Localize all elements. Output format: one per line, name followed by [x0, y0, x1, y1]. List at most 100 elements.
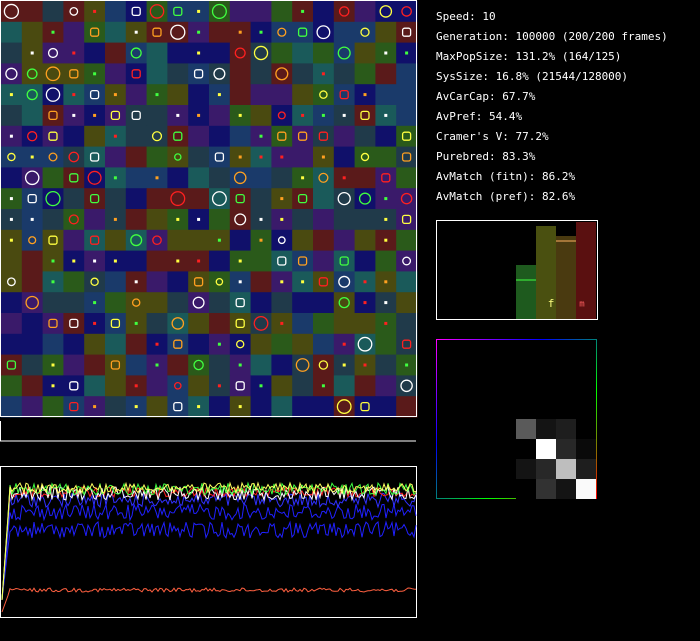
trace [1, 481, 417, 601]
cell [292, 21, 314, 44]
cell [313, 1, 335, 23]
dot [51, 384, 55, 388]
square [381, 173, 391, 183]
cell [313, 333, 335, 356]
cell [229, 375, 252, 397]
dot [93, 405, 97, 409]
cell [271, 167, 293, 189]
cell [271, 21, 293, 44]
dot [363, 93, 367, 97]
dot [93, 113, 97, 117]
square [48, 235, 58, 245]
cell [396, 209, 418, 231]
matrix-cell [576, 419, 596, 439]
cell [167, 1, 189, 23]
ring [152, 235, 162, 246]
cell [229, 1, 252, 23]
square [401, 214, 412, 225]
ring [193, 359, 204, 371]
ring [211, 3, 227, 19]
square [89, 27, 100, 37]
dot [134, 30, 138, 34]
cell [396, 271, 418, 293]
dot [363, 280, 367, 284]
dot [93, 9, 97, 13]
cell [125, 188, 148, 210]
cell [292, 250, 314, 272]
cell [229, 292, 252, 314]
cell [209, 146, 231, 168]
ring [28, 236, 37, 245]
cell [396, 125, 418, 148]
dot [280, 197, 284, 201]
cell [271, 292, 293, 314]
dot [72, 93, 76, 97]
square [401, 27, 412, 37]
square [69, 381, 79, 391]
cell [271, 105, 293, 127]
cell [313, 21, 335, 44]
cell [396, 229, 418, 252]
cell [21, 229, 44, 252]
square [297, 131, 308, 141]
cell [63, 146, 85, 168]
cell [1, 42, 23, 64]
cell [21, 125, 44, 148]
cell [146, 250, 168, 272]
stat-line: SysSize: 16.8% (21544/128000) [436, 70, 628, 83]
population-grid [1, 1, 418, 418]
cell [209, 125, 231, 148]
square [110, 110, 121, 121]
stat-line: Generation: 100000 (200/200 frames) [436, 30, 668, 43]
dot [342, 363, 346, 367]
cell [375, 63, 397, 85]
ring [24, 170, 40, 186]
dot [134, 321, 138, 325]
cell [63, 396, 85, 418]
ring [360, 152, 370, 162]
cell [84, 167, 106, 189]
cell [354, 1, 376, 23]
square [193, 69, 204, 79]
dot [113, 93, 117, 97]
cell [354, 146, 376, 168]
cell [21, 354, 44, 376]
dot [217, 93, 221, 97]
cell [42, 292, 64, 314]
cell [105, 1, 127, 23]
cell [125, 250, 148, 272]
square [69, 401, 79, 412]
dot [51, 259, 55, 263]
cell [21, 375, 44, 397]
cell [167, 375, 189, 397]
trace [1, 502, 417, 601]
matrix-cell [576, 459, 596, 479]
dot [93, 321, 97, 325]
cell [313, 396, 335, 418]
ring [295, 358, 310, 372]
cell [84, 333, 106, 356]
ring [170, 191, 186, 207]
ring [173, 381, 182, 390]
cell [188, 333, 210, 356]
square [360, 401, 370, 412]
cell [125, 209, 148, 231]
cell [333, 146, 356, 168]
cell [84, 354, 106, 376]
ring [338, 6, 350, 17]
cell [292, 84, 314, 106]
cell [396, 375, 418, 397]
dot [384, 51, 388, 55]
cell [333, 271, 356, 293]
cell [396, 21, 418, 44]
dot [259, 238, 263, 242]
cell [42, 42, 64, 64]
matrix-cell [516, 439, 536, 459]
cell [63, 313, 85, 335]
cell [396, 333, 418, 356]
grid-border [0, 0, 417, 417]
dot [405, 363, 409, 367]
cell [396, 105, 418, 127]
ring [192, 296, 205, 309]
